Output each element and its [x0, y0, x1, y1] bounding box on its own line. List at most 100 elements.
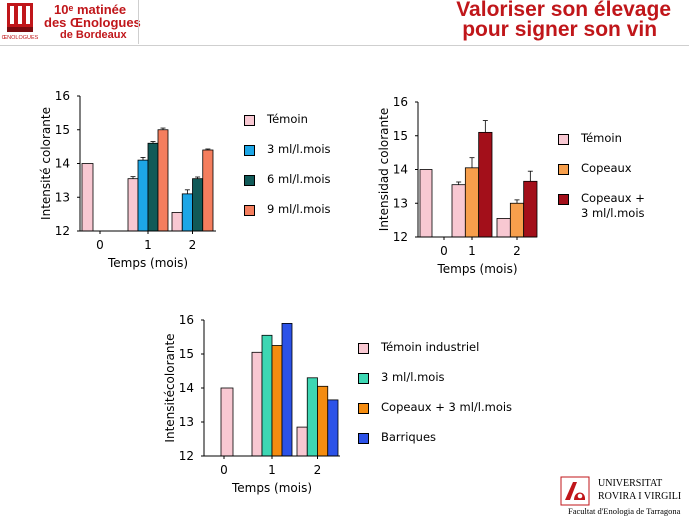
- error-bar-1-1-2: [150, 141, 156, 144]
- legend-label: Copeaux: [581, 161, 632, 175]
- y-tick-label-1: 13: [55, 190, 70, 204]
- legend-item: 3 ml/l.mois: [358, 370, 445, 385]
- y-tick-label-2: 15: [393, 129, 408, 143]
- y-axis-label-1: Intensité colorante: [39, 107, 53, 220]
- legend-item: 3 ml/l.mois: [244, 142, 331, 157]
- x-tick-label-2: 0: [440, 244, 448, 258]
- university-line-2: ROVIRA I VIRGILI: [598, 491, 682, 502]
- error-bar-2-1-1: [469, 157, 475, 168]
- error-bar-1-2-2: [195, 176, 201, 179]
- x-tick-label-1: 0: [96, 238, 104, 252]
- x-tick-label-1: 2: [189, 238, 197, 252]
- y-tick-label-3: 12: [179, 449, 194, 463]
- legend-swatch: [358, 373, 369, 384]
- legend-item: 6 ml/l.mois: [244, 172, 331, 187]
- y-tick-label-3: 13: [179, 415, 194, 429]
- bar-3-1-2: [271, 345, 283, 457]
- bar-3-2-3: [327, 399, 339, 457]
- x-axis-label-2: Temps (mois): [436, 262, 517, 276]
- faculty-name: Facultat d'Enologia de Tarragona: [568, 506, 681, 516]
- logo-caption: ŒNOLOGUES: [2, 35, 39, 41]
- y-tick-label-3: 16: [179, 313, 194, 327]
- x-tick-label-1: 1: [144, 238, 152, 252]
- slide-title: Valoriser son élevage pour signer son vi…: [456, 0, 671, 40]
- legend-item: Témoin: [558, 131, 622, 146]
- urv-emblem-icon: [560, 476, 590, 506]
- header-divider: [138, 0, 139, 44]
- x-tick-label-3: 2: [314, 463, 322, 477]
- header-rule: [0, 45, 689, 46]
- bar-3-2-1: [306, 377, 318, 457]
- y-tick-label-2: 14: [393, 163, 408, 177]
- error-bar-2-1-2: [482, 120, 488, 133]
- legend-swatch: [244, 115, 255, 126]
- legend-swatch: [244, 145, 255, 156]
- legend-swatch: [358, 343, 369, 354]
- legend-swatch: [244, 175, 255, 186]
- legend-label: Copeaux + 3 ml/l.mois: [381, 400, 513, 414]
- x-axis-label-1: Temps (mois): [107, 256, 188, 270]
- error-bar-2-2-2: [527, 170, 533, 182]
- legend-item: Copeaux + 3 ml/l.mois: [558, 191, 645, 221]
- y-tick-label-2: 16: [393, 95, 408, 109]
- legend-label: Témoin: [267, 112, 308, 126]
- slide-title-line-1: Valoriser son élevage: [456, 0, 671, 21]
- y-tick-label-1: 12: [55, 224, 70, 238]
- legend-label: Témoin: [581, 131, 622, 145]
- error-bar-2-2-1: [514, 199, 520, 204]
- bar-3-1-0: [251, 351, 263, 457]
- legend-swatch: [558, 164, 569, 175]
- y-tick-label-1: 16: [55, 89, 70, 103]
- legend-swatch: [358, 403, 369, 414]
- legend-item: Copeaux + 3 ml/l.mois: [358, 400, 512, 415]
- legend-item: 9 ml/l.mois: [244, 202, 331, 217]
- error-bar-1-1-3: [160, 127, 166, 130]
- x-axis-label-3: Temps (mois): [231, 481, 312, 495]
- y-axis-label-3: Intensitécolorante: [163, 333, 177, 442]
- legend-label: 6 ml/l.mois: [267, 172, 331, 186]
- legend-item: Barriques: [358, 430, 436, 445]
- event-line-1: 10ᵉ matinée: [54, 2, 127, 17]
- error-bar-2-1-0: [456, 181, 462, 185]
- legend-swatch: [358, 433, 369, 444]
- legend-label: 3 ml/l.mois: [381, 370, 445, 384]
- event-line-2: des Œnologues: [44, 15, 141, 30]
- legend-label: Témoin industriel: [381, 340, 480, 354]
- x-tick-label-3: 1: [268, 463, 276, 477]
- y-tick-label-3: 14: [179, 381, 194, 395]
- bar-3-0-0: [220, 387, 234, 457]
- slide-title-line-2: pour signer son vin: [462, 18, 658, 41]
- legend-swatch: [244, 205, 255, 216]
- oenologues-logo: ŒNOLOGUES: [0, 0, 40, 44]
- x-tick-label-3: 0: [220, 463, 228, 477]
- legend-item: Témoin: [244, 112, 308, 127]
- x-tick-label-2: 1: [468, 244, 476, 258]
- legend-swatch: [558, 134, 569, 145]
- x-tick-label-2: 2: [513, 244, 521, 258]
- error-bar-1-1-1: [140, 157, 146, 161]
- bar-3-1-1: [261, 334, 273, 457]
- bar-3-2-0: [296, 426, 308, 457]
- event-line-3: de Bordeaux: [60, 29, 127, 41]
- legend-swatch: [558, 194, 569, 205]
- y-tick-label-3: 15: [179, 347, 194, 361]
- legend-item: Copeaux: [558, 161, 632, 176]
- y-tick-label-1: 14: [55, 157, 70, 171]
- y-tick-label-1: 15: [55, 123, 70, 137]
- error-bar-1-1-0: [130, 176, 136, 179]
- y-axis-label-2: Intensidad colorante: [377, 108, 391, 231]
- legend-label: Barriques: [381, 430, 437, 444]
- bar-3-2-2: [317, 385, 329, 457]
- legend-label: 3 ml/l.mois: [267, 142, 331, 156]
- legend-item: Témoin industriel: [358, 340, 479, 355]
- y-tick-label-2: 13: [393, 196, 408, 210]
- error-bar-1-2-1: [184, 189, 190, 194]
- oenologues-logo-icon: ŒNOLOGUES: [2, 3, 39, 41]
- urv-logo: UNIVERSITAT ROVIRA I VIRGILI Facultat d'…: [556, 474, 689, 517]
- slide-header: ŒNOLOGUES 10ᵉ matinée des Œnologues de B…: [0, 0, 689, 46]
- university-line-1: UNIVERSITAT: [598, 478, 663, 489]
- event-name: 10ᵉ matinée des Œnologues de Bordeaux: [44, 2, 144, 44]
